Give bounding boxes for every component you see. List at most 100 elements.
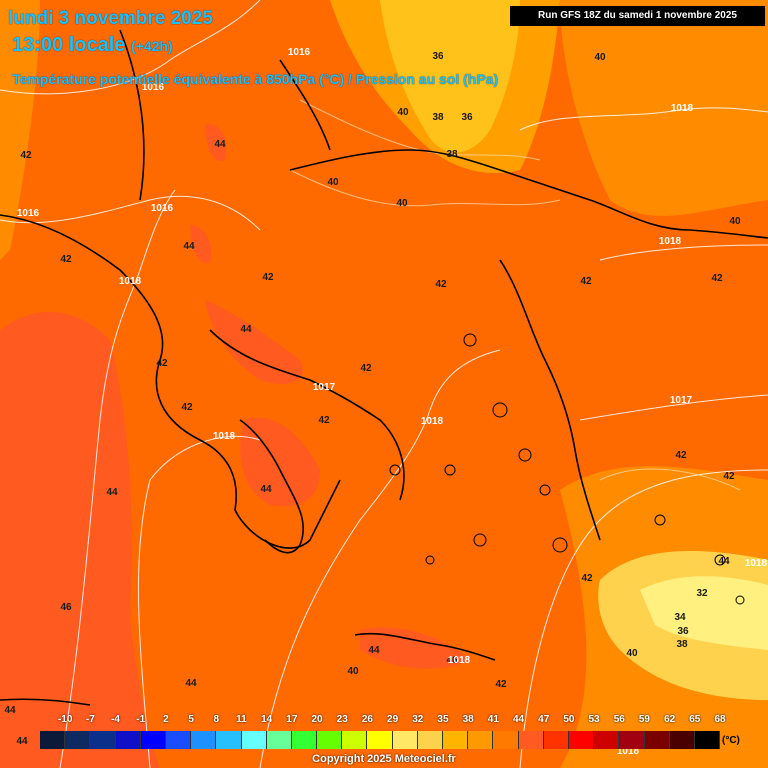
pressure-value-label: 1017 [313, 382, 336, 393]
legend-tick: 50 [563, 714, 575, 725]
theta-value-label: 42 [675, 450, 687, 461]
theta-value-label: 44 [16, 736, 28, 747]
legend-swatch [241, 731, 267, 749]
theta-value-label: 40 [397, 107, 409, 118]
legend-swatch [443, 731, 469, 749]
legend-swatch [40, 731, 66, 749]
legend-swatch [317, 731, 343, 749]
warm-patch-albania [190, 225, 212, 264]
legend-tick-labels: -10 -7 -4 -1 2 5 8 11 14 17 20 23 26 29 32 35 38 41 44 47 50… [40, 714, 726, 728]
pressure-value-label: 1016 [17, 208, 40, 219]
theta-value-label: 42 [581, 573, 593, 584]
legend-swatch [518, 731, 544, 749]
warm-patch-crete [360, 627, 470, 669]
pressure-value-label: 1018 [421, 416, 444, 427]
legend-swatch [543, 731, 569, 749]
zone-36-north [380, 0, 520, 153]
legend-swatch [165, 731, 192, 749]
pressure-value-label: 1018 [671, 103, 694, 114]
legend-tick: 65 [689, 714, 701, 725]
theta-value-label: 46 [446, 655, 458, 666]
pressure-value-label: 1018 [213, 431, 236, 442]
legend-tick: 62 [664, 714, 676, 725]
theta-labels: 36 36 38 38 40 40 40 40 42 42 42 42 42 42 42 42 42 42 42 42… [4, 51, 741, 747]
theta-value-label: 44 [4, 705, 16, 716]
legend-swatch [90, 731, 116, 749]
theta-value-label: 40 [729, 216, 741, 227]
cooler-zone-northwest [0, 0, 40, 260]
theta-value-label: 44 [214, 139, 226, 150]
legend-tick: 17 [286, 714, 298, 725]
legend-tick: 29 [387, 714, 399, 725]
legend-swatch [140, 731, 166, 749]
legend-tick: 32 [412, 714, 424, 725]
legend-tick: 47 [538, 714, 550, 725]
theta-value-label: 42 [711, 273, 723, 284]
theta-value-label: 36 [461, 112, 473, 123]
theta-value-label: 40 [594, 52, 606, 63]
warm-patch-north [205, 124, 227, 161]
theta-value-label: 44 [240, 324, 252, 335]
legend-tick: 59 [638, 714, 650, 725]
theta-value-label: 44 [368, 645, 380, 656]
theta-value-label: 36 [677, 626, 689, 637]
legend-tick: -1 [136, 714, 146, 725]
legend-swatch [619, 731, 645, 749]
theta-value-label: 44 [106, 487, 118, 498]
pressure-value-label: 1018 [119, 276, 142, 287]
theta-value-label: 38 [432, 112, 444, 123]
theta-value-label: 40 [626, 648, 638, 659]
legend-swatch [367, 731, 393, 749]
theta-value-label: 36 [432, 51, 444, 62]
theta-value-label: 42 [262, 272, 274, 283]
pressure-value-label: 1018 [617, 746, 640, 757]
theta-value-label: 42 [181, 402, 193, 413]
theta-value-label: 44 [718, 556, 730, 567]
copyright-text: Copyright 2025 Meteociel.fr [312, 753, 456, 765]
forecast-offset: (+42h) [130, 38, 173, 54]
legend-tick: -7 [85, 714, 95, 725]
pressure-value-label: 1016 [142, 82, 165, 93]
legend-swatch [493, 731, 519, 749]
parameter-title: Température potentielle équivalente à 85… [12, 71, 499, 87]
theta-value-label: 44 [183, 241, 195, 252]
legend-tick: 26 [361, 714, 373, 725]
pressure-value-label: 1018 [448, 655, 471, 666]
forecast-time: 13:00 locale (+42h) [12, 34, 173, 57]
legend-swatch [291, 731, 318, 749]
forecast-date: lundi 3 novembre 2025 [8, 8, 213, 29]
theta-value-label: 40 [327, 177, 339, 188]
run-info-badge: Run GFS 18Z du samedi 1 novembre 2025 [510, 6, 765, 26]
pressure-value-label: 1016 [151, 203, 174, 214]
theta-value-label: 34 [674, 612, 686, 623]
pressure-value-label: 1016 [288, 47, 311, 58]
theta-value-label: 42 [723, 471, 735, 482]
pressure-labels: 1016 1016 1016 1016 1018 1018 1018 1017 1018 1018… [17, 47, 768, 757]
legend-tick: 14 [261, 714, 273, 725]
legend-swatch [65, 731, 91, 749]
theta-value-label: 42 [360, 363, 372, 374]
legend-tick: 2 [163, 714, 169, 725]
legend-swatch [568, 731, 595, 749]
theta-value-label: 42 [435, 279, 447, 290]
legend-swatch [468, 731, 494, 749]
theta-value-label: 38 [446, 149, 458, 160]
forecast-time-label: 13:00 locale [12, 34, 126, 56]
legend-tick: 23 [336, 714, 348, 725]
legend-tick: -4 [111, 714, 120, 725]
legend-swatch [669, 731, 695, 749]
legend-swatch [342, 731, 368, 749]
theta-value-label: 42 [20, 150, 32, 161]
theta-value-label: 44 [185, 678, 197, 689]
legend-swatch [417, 731, 443, 749]
legend-tick: 8 [213, 714, 220, 725]
legend-swatch [216, 731, 242, 749]
theta-value-label: 42 [60, 254, 72, 265]
theta-value-label: 42 [580, 276, 592, 287]
theta-value-label: 38 [676, 639, 688, 650]
theta-value-label: 42 [495, 679, 507, 690]
islands [389, 333, 745, 605]
legend-swatch [115, 731, 141, 749]
